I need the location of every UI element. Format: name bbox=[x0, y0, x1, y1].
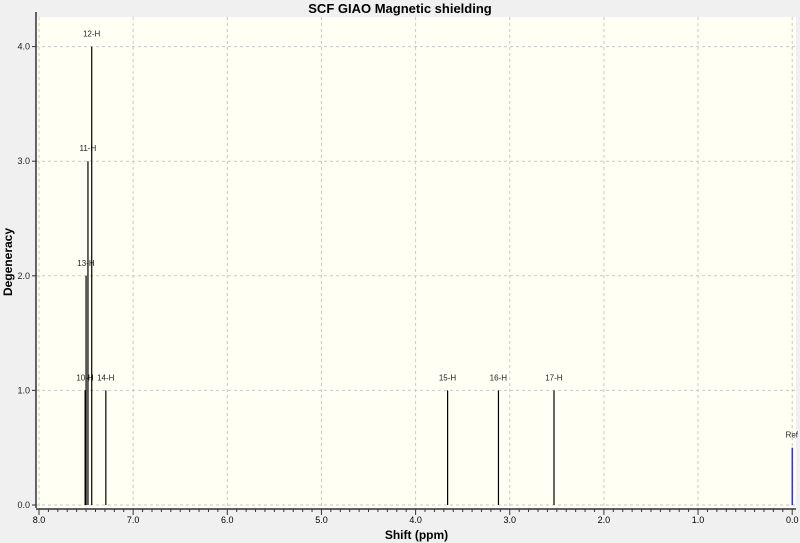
x-tick-label: 2.0 bbox=[598, 515, 611, 525]
y-tick-label: 0.0 bbox=[17, 500, 30, 510]
peak-label: Ref bbox=[786, 431, 799, 440]
x-tick-label: 1.0 bbox=[692, 515, 705, 525]
peak-label: 17-H bbox=[545, 373, 563, 382]
peak-label: 13-H bbox=[77, 259, 95, 268]
chart-title: SCF GIAO Magnetic shielding bbox=[308, 1, 492, 16]
x-tick-label: 7.0 bbox=[127, 515, 140, 525]
peak-label: 12-H bbox=[83, 30, 101, 39]
peak-label: 16-H bbox=[490, 373, 508, 382]
peak-label: 14-H bbox=[97, 373, 115, 382]
y-tick-label: 2.0 bbox=[17, 271, 30, 281]
x-tick-label: 4.0 bbox=[409, 515, 422, 525]
x-tick-label: 3.0 bbox=[503, 515, 516, 525]
peak-label: 15-H bbox=[439, 373, 457, 382]
x-tick-label: 8.0 bbox=[33, 515, 46, 525]
y-tick-label: 1.0 bbox=[17, 385, 30, 395]
x-axis-label: Shift (ppm) bbox=[384, 528, 449, 542]
x-tick-label: 5.0 bbox=[315, 515, 328, 525]
y-tick-label: 3.0 bbox=[17, 156, 30, 166]
peak-label: 11-H bbox=[79, 144, 96, 153]
y-tick-label: 4.0 bbox=[17, 42, 30, 52]
x-tick-label: 0.0 bbox=[786, 515, 799, 525]
peak-label: 10-H bbox=[76, 373, 94, 382]
x-tick-label: 6.0 bbox=[221, 515, 234, 525]
